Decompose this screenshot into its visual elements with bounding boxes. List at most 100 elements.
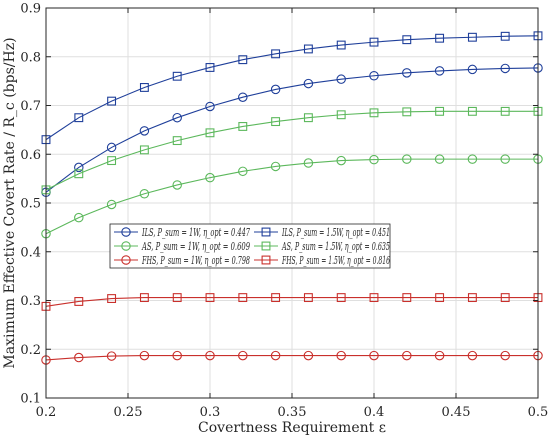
x-tick-label: 0.25 bbox=[114, 405, 143, 420]
square-marker bbox=[271, 117, 281, 127]
circle-marker bbox=[500, 154, 510, 164]
x-tick-label: 0.4 bbox=[364, 405, 385, 420]
circle-marker bbox=[238, 166, 248, 177]
legend-entry: AS, P_sum = 1.5W, η_opt = 0.635 bbox=[254, 239, 390, 253]
circle-marker bbox=[402, 154, 412, 164]
square-marker bbox=[205, 128, 215, 138]
legend-label: FHS, P_sum = 1.5W, η_opt = 0.816 bbox=[281, 253, 390, 267]
series bbox=[41, 350, 543, 365]
square-marker bbox=[107, 294, 117, 303]
circle-marker bbox=[402, 68, 412, 78]
square-marker bbox=[238, 122, 248, 131]
square-marker bbox=[172, 71, 182, 81]
square-marker bbox=[369, 37, 379, 47]
square-marker bbox=[435, 293, 445, 303]
y-axis-label: Maximum Effective Covert Rate / R_c (bps… bbox=[2, 37, 18, 368]
square-marker bbox=[303, 113, 313, 123]
circle-marker bbox=[205, 101, 215, 112]
circle-marker bbox=[303, 350, 314, 361]
legend-entry: AS, P_sum = 1W, η_opt = 0.609 bbox=[114, 239, 250, 253]
circle-marker bbox=[139, 188, 150, 199]
x-tick-label: 0.5 bbox=[528, 405, 549, 420]
square-marker bbox=[238, 293, 248, 303]
square-marker bbox=[74, 297, 84, 306]
square-marker bbox=[261, 255, 271, 265]
square-marker bbox=[500, 106, 510, 116]
circle-marker bbox=[106, 142, 117, 153]
circle-marker bbox=[139, 350, 150, 361]
circle-marker bbox=[467, 64, 478, 75]
square-marker bbox=[271, 49, 281, 59]
series bbox=[41, 154, 543, 239]
y-tick-label: 0.8 bbox=[20, 50, 41, 65]
circle-marker bbox=[74, 162, 84, 173]
square-marker bbox=[205, 293, 215, 303]
legend-entry: FHS, P_sum = 1W, η_opt = 0.798 bbox=[114, 253, 250, 267]
series-line bbox=[45, 297, 538, 307]
circle-marker bbox=[238, 350, 248, 361]
square-marker bbox=[369, 108, 379, 118]
legend-entry: ILS, P_sum = 1.5W, η_opt = 0.451 bbox=[254, 225, 390, 239]
square-marker bbox=[261, 227, 271, 237]
circle-marker bbox=[106, 199, 117, 210]
square-marker bbox=[467, 32, 477, 42]
legend-box bbox=[109, 223, 391, 269]
circle-marker bbox=[238, 92, 248, 102]
legend-label: ILS, P_sum = 1.5W, η_opt = 0.451 bbox=[281, 225, 390, 239]
legend-label: FHS, P_sum = 1W, η_opt = 0.798 bbox=[141, 253, 250, 267]
square-marker bbox=[107, 156, 117, 166]
square-marker bbox=[139, 83, 149, 92]
circle-marker bbox=[303, 158, 314, 168]
square-marker bbox=[107, 96, 117, 106]
square-marker bbox=[467, 293, 477, 303]
circle-marker bbox=[270, 350, 281, 361]
circle-marker bbox=[172, 350, 182, 361]
square-marker bbox=[336, 110, 346, 120]
square-marker bbox=[172, 136, 182, 146]
y-tick-label: 0.5 bbox=[20, 197, 41, 212]
circle-marker bbox=[74, 212, 84, 223]
square-marker bbox=[402, 293, 412, 303]
square-marker bbox=[271, 293, 281, 303]
square-marker bbox=[172, 293, 182, 303]
circle-marker bbox=[270, 84, 281, 95]
square-marker bbox=[435, 33, 445, 43]
y-tick-label: 0.6 bbox=[20, 148, 41, 163]
square-marker bbox=[402, 107, 412, 117]
square-marker bbox=[139, 293, 149, 303]
square-marker bbox=[435, 106, 445, 116]
circle-marker bbox=[303, 78, 314, 89]
circle-marker bbox=[270, 161, 281, 172]
circle-marker bbox=[74, 352, 84, 363]
x-tick-label: 0.3 bbox=[200, 405, 221, 420]
legend: ILS, P_sum = 1W, η_opt = 0.447 ILS, P_sum… bbox=[109, 223, 391, 269]
square-marker bbox=[303, 293, 313, 303]
series-layer bbox=[41, 31, 543, 365]
circle-marker bbox=[121, 255, 131, 265]
circle-marker bbox=[172, 112, 182, 123]
legend-entry: FHS, P_sum = 1.5W, η_opt = 0.816 bbox=[254, 253, 390, 267]
square-marker bbox=[205, 63, 215, 72]
square-marker bbox=[369, 293, 379, 303]
circle-marker bbox=[434, 154, 445, 164]
square-marker bbox=[467, 106, 477, 116]
series-line bbox=[45, 158, 538, 235]
circle-marker bbox=[369, 71, 379, 81]
x-tick-label: 0.45 bbox=[442, 405, 471, 420]
square-marker bbox=[238, 55, 248, 65]
circle-marker bbox=[336, 155, 346, 166]
circle-marker bbox=[205, 172, 215, 183]
y-tick-label: 0.3 bbox=[20, 294, 41, 309]
square-marker bbox=[74, 113, 84, 123]
legend-entry: ILS, P_sum = 1W, η_opt = 0.447 bbox=[114, 225, 250, 239]
y-tick-label: 0.1 bbox=[20, 392, 41, 407]
square-marker bbox=[303, 44, 313, 54]
square-marker bbox=[402, 35, 412, 45]
y-tick-label: 0.9 bbox=[20, 2, 41, 17]
x-tick-label: 0.2 bbox=[36, 405, 57, 420]
circle-marker bbox=[369, 350, 379, 361]
series bbox=[41, 106, 543, 195]
circle-marker bbox=[434, 350, 445, 361]
